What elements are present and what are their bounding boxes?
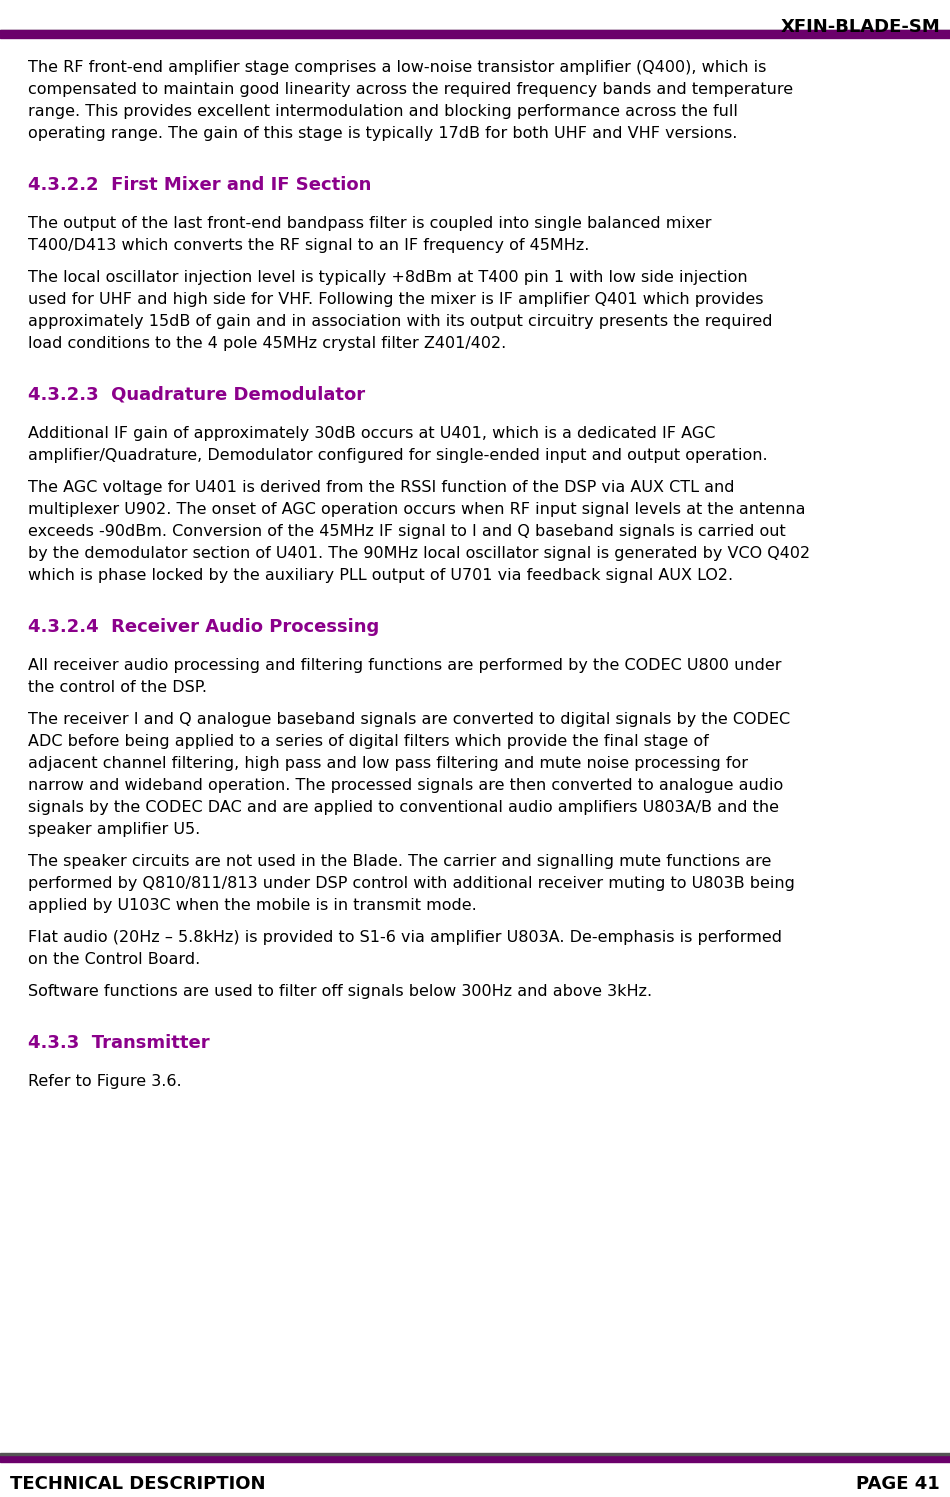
Text: 4.3.3  Transmitter: 4.3.3 Transmitter [28,1034,210,1052]
Text: speaker amplifier U5.: speaker amplifier U5. [28,822,200,837]
Text: Flat audio (20Hz – 5.8kHz) is provided to S1-6 via amplifier U803A. De-emphasis : Flat audio (20Hz – 5.8kHz) is provided t… [28,930,782,945]
Bar [0,1454,950,1463]
Text: range. This provides excellent intermodulation and blocking performance across t: range. This provides excellent intermodu… [28,103,738,118]
Text: The RF front-end amplifier stage comprises a low-noise transistor amplifier (Q40: The RF front-end amplifier stage compris… [28,60,767,75]
Text: used for UHF and high side for VHF. Following the mixer is IF amplifier Q401 whi: used for UHF and high side for VHF. Foll… [28,292,764,307]
Text: The local oscillator injection level is typically +8dBm at T400 pin 1 with low s: The local oscillator injection level is … [28,269,748,284]
Text: 4.3.2.3  Quadrature Demodulator: 4.3.2.3 Quadrature Demodulator [28,386,365,404]
Text: 4.3.2.4  Receiver Audio Processing: 4.3.2.4 Receiver Audio Processing [28,618,379,636]
Text: Software functions are used to filter off signals below 300Hz and above 3kHz.: Software functions are used to filter of… [28,984,652,998]
Text: TECHNICAL DESCRIPTION: TECHNICAL DESCRIPTION [10,1475,265,1493]
Text: which is phase locked by the auxiliary PLL output of U701 via feedback signal AU: which is phase locked by the auxiliary P… [28,567,733,582]
Text: The output of the last front-end bandpass filter is coupled into single balanced: The output of the last front-end bandpas… [28,216,712,231]
Text: XFIN-BLADE-SM: XFIN-BLADE-SM [780,18,940,36]
Text: All receiver audio processing and filtering functions are performed by the CODEC: All receiver audio processing and filter… [28,659,782,674]
Text: 4.3.2.2  First Mixer and IF Section: 4.3.2.2 First Mixer and IF Section [28,177,371,195]
Text: exceeds -90dBm. Conversion of the 45MHz IF signal to I and Q baseband signals is: exceeds -90dBm. Conversion of the 45MHz … [28,524,786,539]
Text: narrow and wideband operation. The processed signals are then converted to analo: narrow and wideband operation. The proce… [28,778,783,793]
Text: ADC before being applied to a series of digital filters which provide the final : ADC before being applied to a series of … [28,734,709,748]
Text: applied by U103C when the mobile is in transmit mode.: applied by U103C when the mobile is in t… [28,898,477,913]
Text: by the demodulator section of U401. The 90MHz local oscillator signal is generat: by the demodulator section of U401. The … [28,546,810,561]
Text: The AGC voltage for U401 is derived from the RSSI function of the DSP via AUX CT: The AGC voltage for U401 is derived from… [28,481,734,496]
Text: performed by Q810/811/813 under DSP control with additional receiver muting to U: performed by Q810/811/813 under DSP cont… [28,876,795,891]
Text: signals by the CODEC DAC and are applied to conventional audio amplifiers U803A/: signals by the CODEC DAC and are applied… [28,799,779,814]
Bar [0,1454,950,1455]
Text: multiplexer U902. The onset of AGC operation occurs when RF input signal levels : multiplexer U902. The onset of AGC opera… [28,501,806,516]
Text: approximately 15dB of gain and in association with its output circuitry presents: approximately 15dB of gain and in associ… [28,314,772,329]
Text: amplifier/Quadrature, Demodulator configured for single-ended input and output o: amplifier/Quadrature, Demodulator config… [28,448,768,463]
Text: The receiver I and Q analogue baseband signals are converted to digital signals : The receiver I and Q analogue baseband s… [28,713,790,728]
Text: load conditions to the 4 pole 45MHz crystal filter Z401/402.: load conditions to the 4 pole 45MHz crys… [28,335,506,350]
Text: The speaker circuits are not used in the Blade. The carrier and signalling mute : The speaker circuits are not used in the… [28,853,771,868]
Text: operating range. The gain of this stage is typically 17dB for both UHF and VHF v: operating range. The gain of this stage … [28,126,737,141]
Text: on the Control Board.: on the Control Board. [28,952,200,967]
Bar [0,30,950,31]
Text: adjacent channel filtering, high pass and low pass filtering and mute noise proc: adjacent channel filtering, high pass an… [28,756,748,771]
Text: Additional IF gain of approximately 30dB occurs at U401, which is a dedicated IF: Additional IF gain of approximately 30dB… [28,427,715,442]
Text: PAGE 41: PAGE 41 [856,1475,940,1493]
Bar [0,30,950,37]
Text: the control of the DSP.: the control of the DSP. [28,680,207,695]
Text: Refer to Figure 3.6.: Refer to Figure 3.6. [28,1073,181,1088]
Text: compensated to maintain good linearity across the required frequency bands and t: compensated to maintain good linearity a… [28,82,793,97]
Text: T400/D413 which converts the RF signal to an IF frequency of 45MHz.: T400/D413 which converts the RF signal t… [28,238,589,253]
